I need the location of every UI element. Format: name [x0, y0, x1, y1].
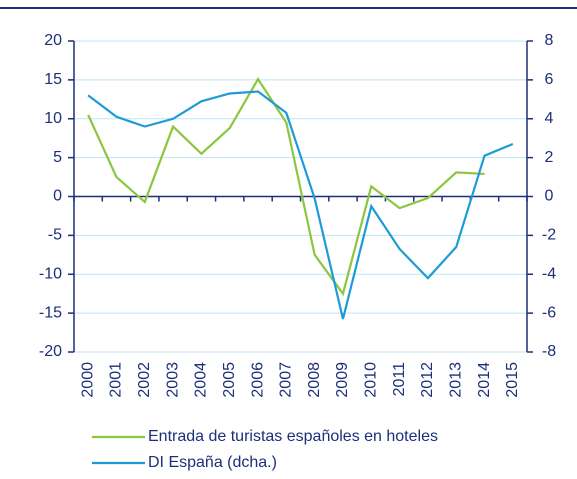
y-tick-label: -10	[39, 265, 62, 282]
y2-tick-label: -8	[542, 343, 556, 360]
x-tick-label: 2015	[504, 362, 521, 398]
y2-tick-label: -4	[542, 265, 556, 282]
y-tick-label: 15	[44, 71, 62, 88]
x-tick-label: 2014	[476, 362, 493, 398]
series-line	[87, 90, 514, 320]
x-tick-label: 2010	[363, 362, 380, 398]
x-tick-label: 2003	[164, 362, 181, 398]
y-tick-label: 5	[53, 149, 62, 166]
x-tick-label: 2000	[79, 362, 96, 398]
x-tick-label: 2006	[249, 362, 266, 398]
x-tick-label: 2008	[306, 362, 323, 398]
y2-tick-label: -2	[542, 227, 556, 244]
y-tick-label: 0	[53, 188, 62, 205]
y-tick-label: -20	[39, 343, 62, 360]
y2-tick-label: 4	[545, 110, 554, 127]
y-tick-label: -5	[48, 227, 62, 244]
x-tick-label: 2002	[136, 362, 153, 398]
y-tick-label: -15	[39, 304, 62, 321]
y2-tick-label: 8	[545, 32, 554, 49]
y2-tick-label: 0	[545, 188, 554, 205]
x-tick-label: 2012	[419, 362, 436, 398]
y-tick-label: 10	[44, 110, 62, 127]
x-tick-label: 2009	[334, 362, 351, 398]
legend-label: DI España (dcha.)	[148, 454, 277, 471]
x-tick-label: 2011	[391, 362, 408, 397]
y2-tick-label: 6	[545, 71, 554, 88]
legend-label: Entrada de turistas españoles en hoteles	[148, 428, 438, 445]
x-tick-label: 2004	[193, 362, 210, 398]
x-tick-label: 2007	[278, 362, 295, 398]
x-tick-label: 2001	[108, 362, 125, 398]
y2-tick-label: 2	[545, 149, 554, 166]
y2-tick-label: -6	[542, 304, 556, 321]
y-tick-label: 20	[44, 32, 62, 49]
x-tick-label: 2005	[221, 362, 238, 398]
series-line	[87, 76, 485, 297]
x-tick-label: 2013	[447, 362, 464, 398]
